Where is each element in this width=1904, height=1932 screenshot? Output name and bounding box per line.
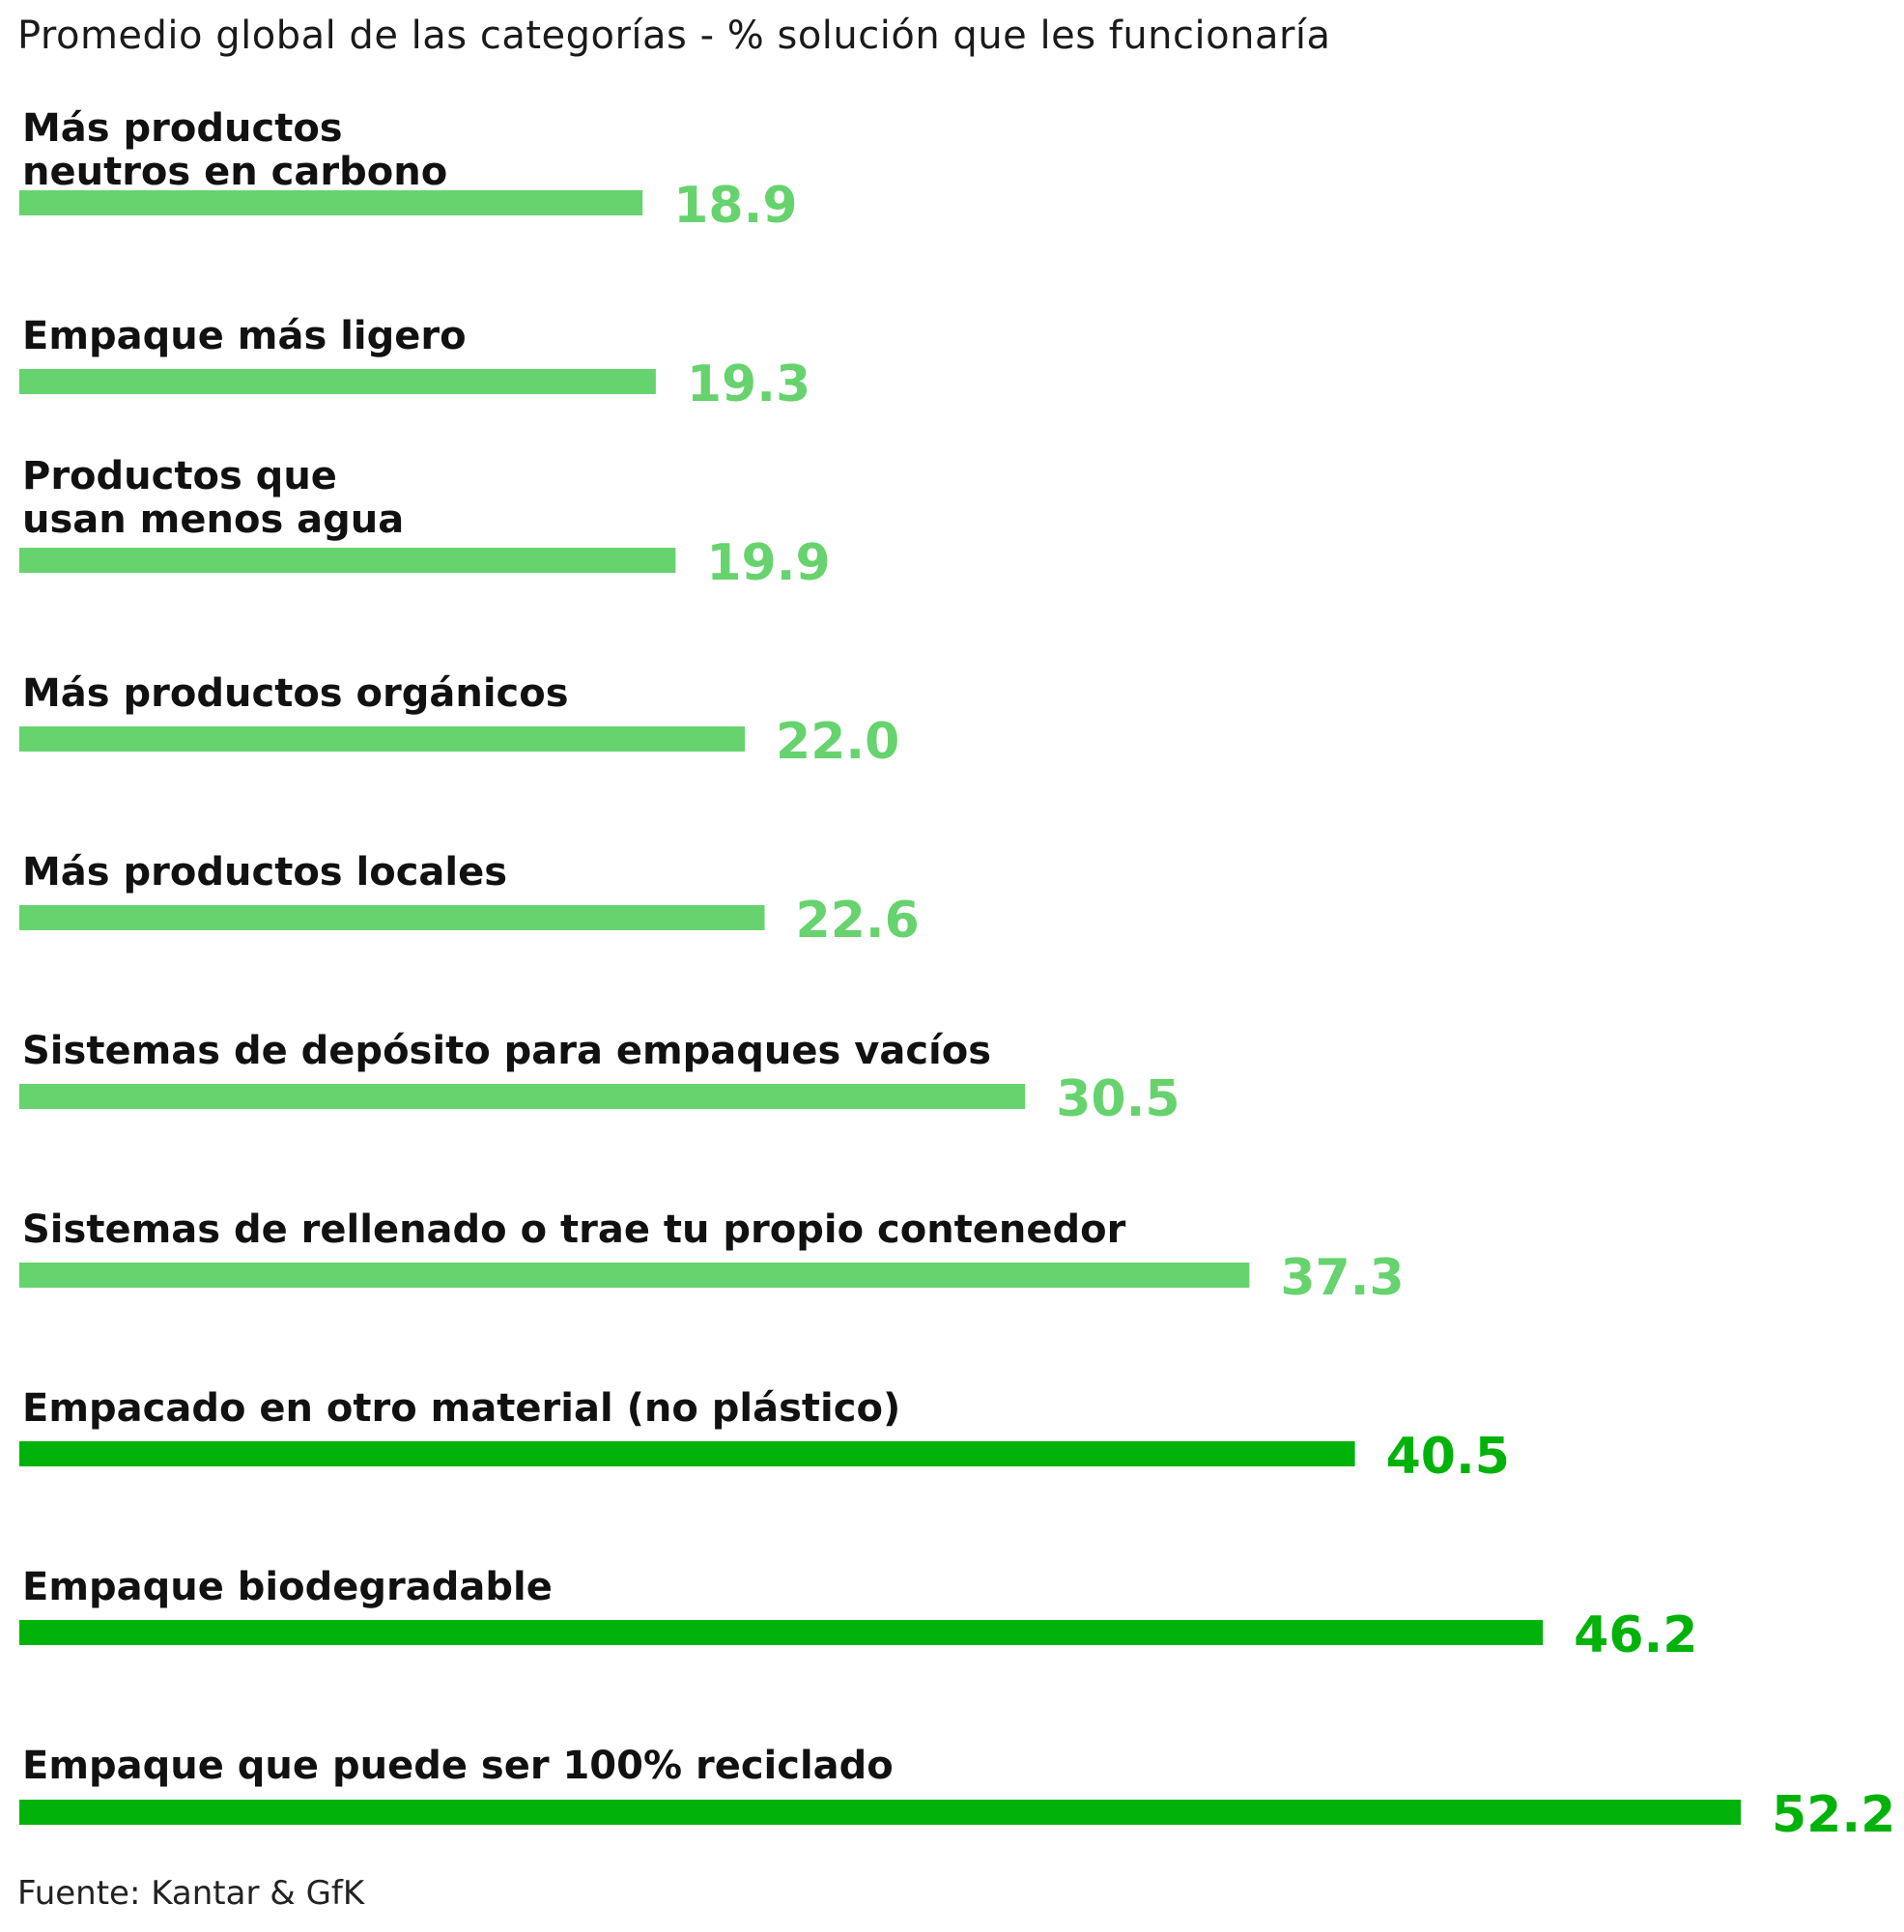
value-label: 52.2 <box>1772 1786 1895 1844</box>
category-label: Empaque que puede ser 100% reciclado <box>22 1744 894 1788</box>
value-label: 22.6 <box>796 892 920 950</box>
bar <box>19 190 643 215</box>
source-note: Fuente: Kantar & GfK <box>17 1874 365 1913</box>
bar <box>19 1441 1355 1466</box>
category-label: Empacado en otro material (no plástico) <box>22 1386 900 1431</box>
category-label: Sistemas de rellenado o trae tu propio c… <box>22 1208 1126 1252</box>
value-label: 19.9 <box>706 534 830 592</box>
value-label: 18.9 <box>673 177 797 235</box>
bar <box>19 1620 1544 1645</box>
category-label: Empaque biodegradable <box>22 1565 553 1609</box>
value-label: 46.2 <box>1574 1606 1697 1664</box>
category-label: Empaque más ligero <box>22 314 467 358</box>
category-label: Más productos orgánicos <box>22 671 569 716</box>
bar <box>19 1263 1250 1288</box>
chart-title: Promedio global de las categorías - % so… <box>17 14 1331 58</box>
category-label: Productos que <box>22 454 337 498</box>
bar <box>19 1800 1741 1825</box>
bar <box>19 905 765 930</box>
value-label: 40.5 <box>1386 1428 1510 1486</box>
value-label: 22.0 <box>776 713 899 771</box>
category-label: usan menos agua <box>22 497 404 542</box>
category-label: Más productos locales <box>22 850 507 895</box>
category-label: neutros en carbono <box>22 150 447 194</box>
value-label: 19.3 <box>687 355 810 413</box>
bar <box>19 726 746 752</box>
category-label: Más productos <box>22 106 343 151</box>
value-label: 37.3 <box>1280 1249 1404 1307</box>
bar <box>19 1084 1026 1109</box>
value-label: 30.5 <box>1056 1070 1179 1128</box>
bar <box>19 369 656 394</box>
category-label: Sistemas de depósito para empaques vacío… <box>22 1029 991 1073</box>
bar <box>19 548 676 573</box>
